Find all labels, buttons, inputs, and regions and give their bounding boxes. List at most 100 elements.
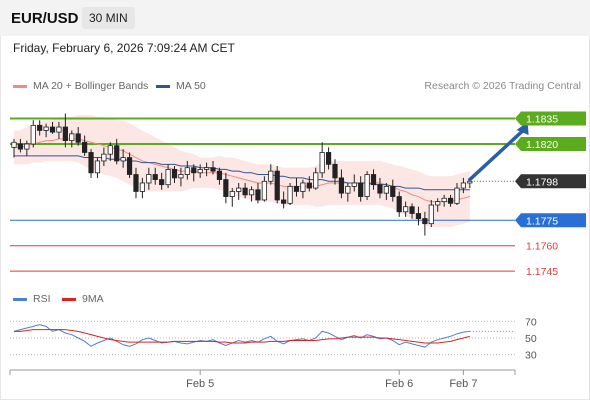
candle-body xyxy=(325,152,332,165)
candle-body xyxy=(364,174,370,197)
candle-body xyxy=(69,133,75,141)
forecast-arrow-shaft xyxy=(468,129,525,182)
candle-body xyxy=(133,174,139,192)
level-1.1835-tag xyxy=(515,111,586,126)
level-1.1760-label: 1.1760 xyxy=(526,241,558,253)
legend-rsi-label: RSI xyxy=(33,293,51,305)
candle-body xyxy=(17,143,24,150)
rsi-line xyxy=(13,324,470,348)
candle-body xyxy=(184,167,190,175)
level-1.1745-label: 1.1745 xyxy=(526,266,558,278)
candle-body xyxy=(210,167,216,172)
candle-body xyxy=(152,174,158,180)
legend-ma20: MA 20 + Bollinger Bands xyxy=(13,80,148,92)
candle-body xyxy=(11,141,17,148)
candle-body xyxy=(43,126,49,131)
candle-body xyxy=(159,179,165,186)
candle-body xyxy=(236,187,242,192)
candle-body xyxy=(422,218,428,225)
rsi-swatch xyxy=(13,297,27,301)
last-price-label: 1.1798 xyxy=(526,176,558,188)
level-1.1775-tag xyxy=(515,213,586,228)
ma20-swatch xyxy=(13,84,27,88)
candle-body xyxy=(358,182,364,197)
candle-body xyxy=(216,170,223,180)
timeframe-button[interactable]: 30 MIN xyxy=(82,7,135,29)
candle-body xyxy=(24,143,30,150)
candle-body xyxy=(274,170,280,201)
candle-body xyxy=(351,182,357,187)
candle-body xyxy=(300,182,306,192)
candle-body xyxy=(261,180,267,201)
candle-body xyxy=(82,141,88,153)
candle-body xyxy=(409,206,415,214)
candle-body xyxy=(56,126,62,133)
candles-group xyxy=(11,113,473,236)
legend-ma20-label: MA 20 + Bollinger Bands xyxy=(33,80,149,92)
candle-body xyxy=(268,170,274,182)
rsi-tick-70: 70 xyxy=(525,316,537,328)
ma9-line xyxy=(14,329,470,344)
candle-body xyxy=(62,126,68,141)
candle-body xyxy=(281,199,287,204)
level-1.1775-label: 1.1775 xyxy=(526,215,558,227)
candle-body xyxy=(319,152,325,174)
candle-body xyxy=(441,197,447,203)
chart-header: EUR/USD 30 MIN xyxy=(0,0,590,36)
candle-body xyxy=(139,182,145,192)
candle-body xyxy=(191,167,197,174)
candle-body xyxy=(396,196,402,213)
candle-body xyxy=(403,206,409,213)
candle-body xyxy=(229,191,235,197)
candle-body xyxy=(435,201,441,206)
candle-body xyxy=(49,126,56,133)
candle-body xyxy=(383,185,389,194)
candle-body xyxy=(107,145,113,155)
legend-rsi: RSI xyxy=(13,293,51,305)
last-price-tag xyxy=(515,174,586,189)
candle-body xyxy=(126,157,133,175)
ma50-swatch xyxy=(156,84,170,88)
candle-body xyxy=(428,204,434,225)
candle-body xyxy=(345,185,351,194)
candle-body xyxy=(178,174,184,179)
x-tick-label: Feb 6 xyxy=(385,378,413,390)
candle-body xyxy=(390,185,396,197)
candle-body xyxy=(171,169,178,179)
level-1.1820-label: 1.1820 xyxy=(526,139,558,151)
candle-body xyxy=(223,179,229,197)
candle-body xyxy=(447,197,454,204)
rsi-tick-30: 30 xyxy=(525,350,537,362)
level-1.1835-label: 1.1835 xyxy=(526,114,558,126)
candle-body xyxy=(415,213,422,219)
candle-body xyxy=(454,187,460,204)
x-tick-label: Feb 7 xyxy=(449,378,477,390)
level-1.1820-tag xyxy=(515,136,586,151)
candle-body xyxy=(203,167,210,170)
rsi-tick-50: 50 xyxy=(525,333,537,345)
candle-body xyxy=(197,169,203,174)
candle-body xyxy=(332,163,338,179)
candle-body xyxy=(75,133,81,143)
candle-body xyxy=(255,189,261,201)
candle-body xyxy=(467,180,473,184)
candle-body xyxy=(370,174,377,186)
candle-body xyxy=(338,177,345,194)
legend-ma50: MA 50 xyxy=(156,80,206,92)
candle-body xyxy=(287,185,293,204)
candle-body xyxy=(94,160,101,174)
candle-body xyxy=(120,157,126,162)
candle-body xyxy=(88,152,94,174)
candle-body xyxy=(242,187,248,196)
candle-body xyxy=(101,153,107,162)
datetime-label: Friday, February 6, 2026 7:09:24 AM CET xyxy=(13,41,235,55)
ma9-swatch xyxy=(62,297,76,301)
candle-body xyxy=(30,124,36,145)
candle-body xyxy=(377,184,383,194)
candle-body xyxy=(165,169,171,186)
candle-body xyxy=(306,182,312,189)
legend-ma50-label: MA 50 xyxy=(176,80,206,92)
symbol-title: EUR/USD xyxy=(11,10,79,27)
candle-body xyxy=(146,174,152,184)
